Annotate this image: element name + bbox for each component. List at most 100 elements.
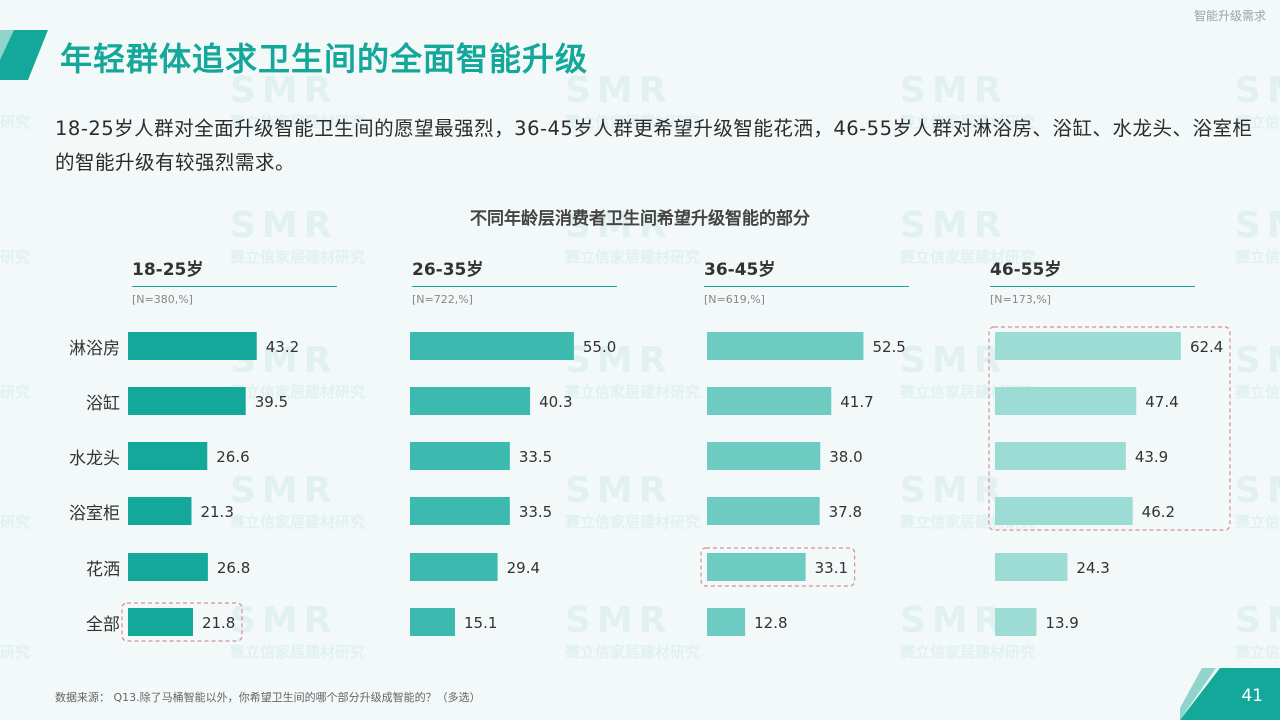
- footer-source: 数据来源： Q13.除了马桶智能以外，你希望卫生间的哪个部分升级成智能的？（多选…: [55, 691, 481, 704]
- data-label: 15.1: [464, 614, 497, 632]
- bar: [707, 497, 820, 525]
- panel-underline: [990, 286, 1195, 287]
- bar: [707, 387, 832, 415]
- bar: [128, 387, 246, 415]
- bar: [995, 442, 1126, 470]
- bar: [410, 387, 531, 415]
- title-accent-icon: [0, 30, 48, 80]
- bar: [410, 608, 455, 636]
- data-label: 29.4: [507, 559, 540, 577]
- page-number: 41: [1241, 686, 1263, 706]
- data-label: 46.2: [1142, 503, 1175, 521]
- category-label: 浴室柜: [69, 504, 120, 524]
- panel-underline: [704, 286, 909, 287]
- data-label: 33.5: [519, 448, 552, 466]
- panel-sample-size: [N=619,%]: [704, 293, 765, 306]
- panel-sample-size: [N=722,%]: [412, 293, 473, 306]
- page-title: 年轻群体追求卫生间的全面智能升级: [60, 40, 589, 78]
- data-label: 62.4: [1190, 338, 1223, 356]
- data-label: 26.8: [217, 559, 250, 577]
- chart-title: 不同年龄层消费者卫生间希望升级智能的部分: [470, 209, 810, 229]
- bar: [995, 497, 1133, 525]
- data-label: 24.3: [1076, 559, 1109, 577]
- highlight-box: [700, 547, 856, 587]
- panel-sample-size: [N=380,%]: [132, 293, 193, 306]
- data-label: 26.6: [216, 448, 249, 466]
- bar: [128, 608, 193, 636]
- data-label: 52.5: [872, 338, 905, 356]
- corner-decoration-icon: [1180, 668, 1280, 720]
- bar: [995, 332, 1181, 360]
- data-label: 41.7: [840, 393, 873, 411]
- data-label: 38.0: [829, 448, 862, 466]
- panel-sample-size: [N=173,%]: [990, 293, 1051, 306]
- data-label: 33.5: [519, 503, 552, 521]
- bar: [410, 497, 510, 525]
- bar: [128, 332, 257, 360]
- data-label: 40.3: [539, 393, 572, 411]
- data-label: 47.4: [1145, 393, 1178, 411]
- bar: [128, 442, 208, 470]
- panel-age-label: 26-35岁: [412, 260, 484, 280]
- panel-age-label: 46-55岁: [990, 260, 1062, 280]
- panel-underline: [132, 286, 337, 287]
- intro-text: 18-25岁人群对全面升级智能卫生间的愿望最强烈，36-45岁人群更希望升级智能…: [55, 117, 1253, 174]
- panel-age-label: 36-45岁: [704, 260, 776, 280]
- data-label: 39.5: [255, 393, 288, 411]
- data-label: 12.8: [754, 614, 787, 632]
- data-label: 43.9: [1135, 448, 1168, 466]
- bar: [707, 553, 806, 581]
- data-label: 33.1: [815, 559, 848, 577]
- bar: [128, 497, 192, 525]
- panel-header: 36-45岁 [N=619,%]: [704, 255, 909, 306]
- panel-header: 46-55岁 [N=173,%]: [990, 255, 1195, 306]
- data-label: 55.0: [583, 338, 616, 356]
- bar: [707, 608, 746, 636]
- category-label: 淋浴房: [69, 339, 120, 359]
- bar: [995, 553, 1068, 581]
- panel-header: 18-25岁 [N=380,%]: [132, 255, 337, 306]
- bar: [995, 608, 1037, 636]
- category-label: 全部: [86, 615, 120, 635]
- bar: [410, 332, 574, 360]
- bar: [995, 387, 1137, 415]
- highlight-box: [988, 326, 1231, 531]
- bar: [707, 332, 864, 360]
- panel-age-label: 18-25岁: [132, 260, 204, 280]
- data-label: 43.2: [266, 338, 299, 356]
- data-label: 21.8: [202, 614, 235, 632]
- category-label: 水龙头: [69, 449, 120, 469]
- corner-tag: 智能升级需求: [1193, 9, 1266, 23]
- data-label: 21.3: [200, 503, 233, 521]
- data-label: 37.8: [829, 503, 862, 521]
- bar: [707, 442, 821, 470]
- panel-underline: [412, 286, 617, 287]
- data-label: 13.9: [1045, 614, 1078, 632]
- category-label: 浴缸: [86, 394, 120, 414]
- bar: [410, 553, 498, 581]
- panel-header: 26-35岁 [N=722,%]: [412, 255, 617, 306]
